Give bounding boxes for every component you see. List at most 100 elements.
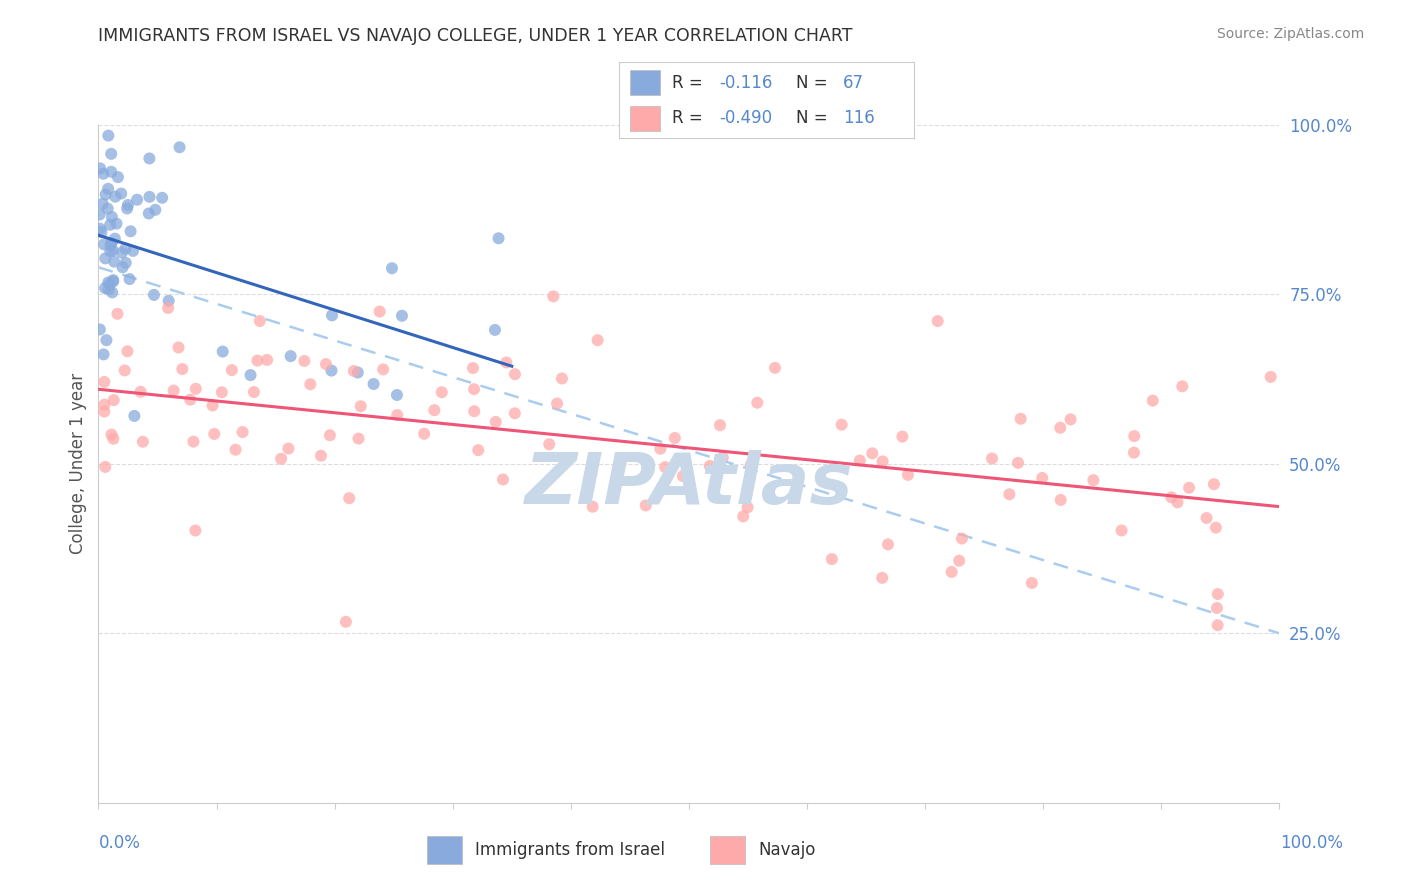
Point [172,362,194,376]
Point [93,404,115,418]
Point [292,354,315,368]
Point [546,396,568,410]
Point [243,385,266,400]
Point [319,428,342,442]
Point [1122,445,1144,459]
Point [1031,471,1053,485]
Point [107,307,129,321]
Point [280,349,302,363]
Point [551,371,574,385]
Point [239,368,262,383]
Point [89,322,111,336]
Point [1202,477,1225,491]
Text: Navajo: Navajo [758,840,815,859]
Text: IMMIGRANTS FROM ISRAEL VS NAVAJO COLLEGE, UNDER 1 YEAR CORRELATION CHART: IMMIGRANTS FROM ISRAEL VS NAVAJO COLLEGE… [98,27,853,45]
Point [299,377,322,392]
Text: R =: R = [672,109,707,128]
Point [138,190,160,204]
Point [98,218,121,232]
Point [94,459,117,474]
Point [524,491,547,505]
Point [132,434,155,449]
Point [1083,473,1105,487]
Point [100,238,122,252]
Point [492,473,515,487]
Point [100,146,122,161]
Point [897,467,920,482]
Point [90,225,112,239]
Point [385,388,408,402]
Point [111,260,134,275]
Point [1260,370,1282,384]
Point [699,458,721,473]
Point [100,165,122,179]
Point [1123,429,1146,443]
Point [672,469,695,483]
Point [183,434,205,449]
Point [91,167,114,181]
Point [122,244,145,258]
Point [157,301,180,315]
Point [211,385,233,400]
Point [368,304,391,318]
Point [221,363,243,377]
Point [1007,456,1029,470]
Point [184,524,207,538]
Point [831,417,853,432]
Point [120,224,142,238]
Point [117,344,139,359]
Point [485,415,508,429]
Point [277,442,299,456]
Point [101,210,124,224]
Point [256,353,278,368]
Point [184,382,207,396]
Point [101,274,124,288]
Point [387,408,409,422]
Point [232,425,254,439]
Point [1160,491,1182,505]
FancyBboxPatch shape [630,70,659,95]
Point [93,375,115,389]
Text: ZIPAtlas: ZIPAtlas [524,450,853,518]
Point [391,309,413,323]
Point [129,384,152,399]
Text: Immigrants from Israel: Immigrants from Israel [475,840,665,859]
Point [503,406,526,420]
Point [143,202,166,217]
Point [1111,524,1133,538]
Point [1178,481,1201,495]
Point [463,404,485,418]
Point [107,170,129,185]
Point [309,449,332,463]
Point [763,360,786,375]
Point [101,244,124,258]
Point [335,615,357,629]
Point [157,293,180,308]
Text: -0.116: -0.116 [718,73,772,92]
Point [94,281,117,295]
Point [737,500,759,515]
Text: Source: ZipAtlas.com: Source: ZipAtlas.com [1216,27,1364,41]
Point [94,252,117,266]
Point [1205,521,1227,535]
Text: 116: 116 [844,109,875,128]
Point [709,418,731,433]
Point [1010,411,1032,425]
Point [89,161,111,176]
Point [101,285,124,300]
Point [104,189,127,203]
Point [98,244,121,259]
Point [350,399,373,413]
Point [211,344,233,359]
Point [877,537,900,551]
Point [872,454,894,468]
Point [94,187,117,202]
Point [201,399,224,413]
Point [927,314,949,328]
Point [654,460,676,475]
Point [948,554,970,568]
Point [711,450,734,465]
Text: N =: N = [796,73,832,92]
Point [423,403,446,417]
Point [1206,587,1229,601]
